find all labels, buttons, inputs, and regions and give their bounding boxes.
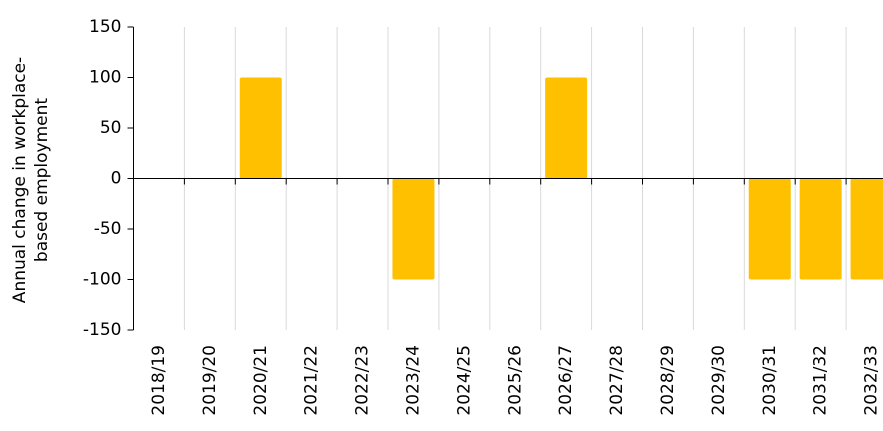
x-tick-label: 2025/26	[505, 345, 525, 416]
x-tick-label: 2030/31	[760, 345, 780, 416]
y-axis-title: Annual change in workplace-	[10, 57, 30, 303]
bar	[748, 178, 791, 280]
bar	[545, 77, 588, 179]
bar	[850, 178, 883, 280]
y-axis-title: based employment	[32, 98, 52, 263]
x-tick-label: 2019/20	[200, 345, 220, 416]
x-tick-label: 2024/25	[454, 345, 474, 416]
x-tick-label: 2029/30	[709, 345, 729, 416]
bar	[799, 178, 842, 280]
x-tick-label: 2028/29	[658, 345, 678, 416]
x-tick-label: 2031/32	[811, 345, 831, 416]
bar	[239, 77, 282, 179]
bar	[392, 178, 435, 280]
x-tick-label: 2026/27	[556, 345, 576, 416]
y-tick-label: 150	[89, 17, 121, 37]
y-tick-label: 100	[89, 68, 121, 88]
y-tick-label: -100	[83, 270, 122, 290]
x-tick-label: 2020/21	[251, 345, 271, 416]
y-tick-label: 50	[100, 118, 122, 138]
x-tick-label: 2023/24	[403, 345, 423, 416]
x-tick-label: 2027/28	[607, 345, 627, 416]
y-tick-label: -150	[83, 320, 122, 340]
y-tick-label: 0	[111, 169, 122, 189]
y-tick-label: -50	[94, 219, 122, 239]
x-tick-label: 2021/22	[302, 345, 322, 416]
x-tick-label: 2018/19	[149, 345, 169, 416]
x-tick-label: 2032/33	[862, 345, 882, 416]
x-tick-label: 2022/23	[353, 345, 373, 416]
